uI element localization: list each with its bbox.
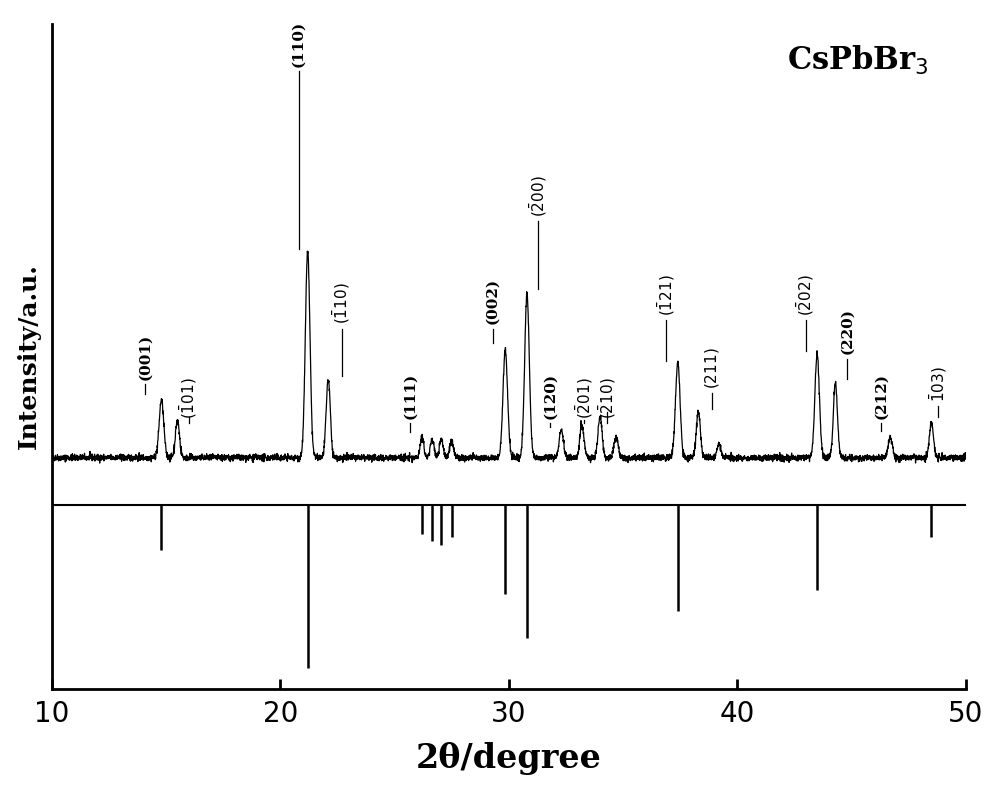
Y-axis label: Intensity/a.u.: Intensity/a.u.: [17, 264, 41, 449]
Text: CsPbBr$_3$: CsPbBr$_3$: [787, 44, 929, 77]
Text: $( \bar{1}10)$: $( \bar{1}10)$: [331, 283, 352, 324]
Text: $(\bar{1}01)$: $(\bar{1}01)$: [178, 377, 199, 419]
Text: $(\bar{2}02)$: $(\bar{2}02)$: [795, 274, 816, 316]
Text: (120): (120): [543, 372, 557, 419]
Text: $(\bar{2}01)$: $(\bar{2}01)$: [574, 377, 595, 419]
Text: (220): (220): [840, 308, 854, 354]
Text: $( \bar{2}10)$: $( \bar{2}10)$: [596, 377, 618, 419]
Text: (110): (110): [292, 21, 306, 67]
Text: (111): (111): [403, 372, 417, 419]
X-axis label: 2θ/degree: 2θ/degree: [416, 742, 602, 775]
Text: (212): (212): [874, 373, 888, 419]
Text: (001): (001): [138, 333, 152, 380]
Text: $(\bar{2}00)$: $(\bar{2}00)$: [528, 175, 549, 217]
Text: $( 211)$: $( 211)$: [703, 347, 721, 389]
Text: $\bar{1}03)$: $\bar{1}03)$: [928, 366, 949, 402]
Text: $(\bar{1}21)$: $(\bar{1}21)$: [656, 274, 677, 316]
Text: (002): (002): [486, 278, 500, 324]
